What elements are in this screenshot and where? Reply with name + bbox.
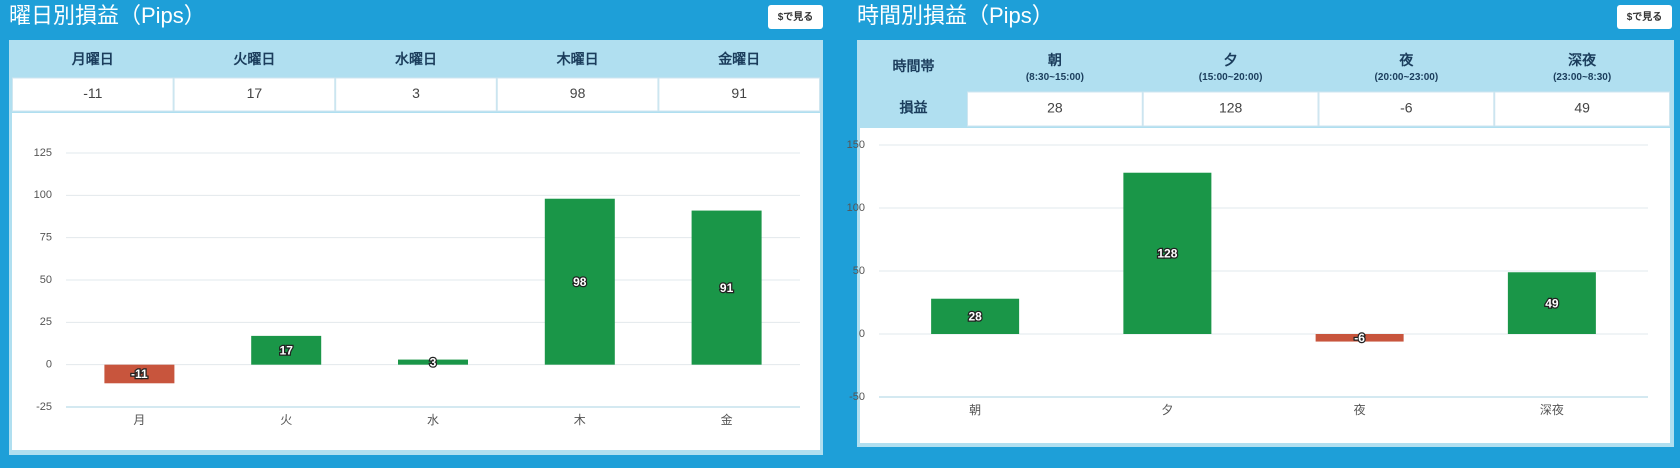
table-value: 91 bbox=[731, 85, 747, 101]
y-tick-label: 0 bbox=[46, 359, 52, 371]
y-tick-label: -25 bbox=[36, 401, 52, 413]
table-header: 水曜日 bbox=[395, 51, 437, 67]
button-bg[interactable] bbox=[1617, 5, 1672, 29]
table-header: 木曜日 bbox=[556, 51, 599, 67]
x-tick-label: 夜 bbox=[1354, 402, 1366, 417]
table-header: 朝 bbox=[1048, 52, 1062, 68]
table-header: 時間帯 bbox=[893, 58, 935, 74]
bar bbox=[251, 335, 322, 365]
data-label: 28 bbox=[968, 310, 982, 324]
y-tick-label: 125 bbox=[34, 147, 52, 159]
table-cell bbox=[496, 77, 659, 112]
data-label: -6 bbox=[1354, 331, 1365, 345]
table-cell bbox=[335, 77, 497, 112]
data-label: -11 bbox=[131, 367, 148, 381]
bar bbox=[931, 298, 1020, 334]
button-bg[interactable] bbox=[768, 5, 823, 29]
table-value: 128 bbox=[1219, 100, 1243, 116]
y-tick-label: 25 bbox=[40, 316, 52, 328]
table-header: 深夜 bbox=[1568, 52, 1597, 68]
table-header: 夕 bbox=[1224, 52, 1238, 68]
table-subheader: (8:30~15:00) bbox=[1026, 72, 1084, 83]
y-tick-label: 0 bbox=[859, 328, 865, 340]
y-tick-label: 150 bbox=[847, 139, 865, 151]
y-tick-label: 50 bbox=[853, 265, 865, 277]
x-tick-label: 深夜 bbox=[1540, 402, 1564, 417]
data-label: 49 bbox=[1545, 296, 1559, 310]
y-tick-label: 75 bbox=[40, 232, 52, 244]
data-label: 3 bbox=[430, 355, 437, 369]
panel-title: 時間別損益（Pips） bbox=[857, 3, 1054, 28]
bar bbox=[544, 198, 615, 365]
table-cell bbox=[658, 77, 821, 112]
table-subheader: (20:00~23:00) bbox=[1375, 72, 1439, 83]
table-cell bbox=[967, 91, 1143, 127]
x-tick-label: 朝 bbox=[969, 403, 981, 417]
table-header: 金曜日 bbox=[717, 51, 760, 67]
table-value: 98 bbox=[570, 85, 586, 101]
button[interactable]: $で見る bbox=[1627, 11, 1663, 23]
table-cell bbox=[1142, 91, 1319, 127]
table-value: -6 bbox=[1400, 100, 1413, 116]
table-header: 夜 bbox=[1398, 52, 1414, 68]
x-tick-label: 木 bbox=[574, 413, 586, 427]
table-subheader: (15:00~20:00) bbox=[1199, 72, 1263, 83]
x-tick-label: 水 bbox=[427, 413, 439, 427]
table-header: 火曜日 bbox=[233, 51, 275, 67]
bar bbox=[1315, 334, 1404, 342]
table-value: -11 bbox=[83, 85, 102, 101]
x-tick-label: 夕 bbox=[1161, 403, 1173, 417]
table-value: 49 bbox=[1574, 100, 1590, 116]
bar bbox=[691, 210, 762, 365]
table-header: 月曜日 bbox=[71, 51, 114, 67]
y-tick-label: 50 bbox=[40, 274, 52, 286]
bar bbox=[104, 364, 175, 384]
table-cell bbox=[173, 77, 336, 112]
bar bbox=[398, 359, 468, 365]
table-cell bbox=[1318, 91, 1495, 127]
bar bbox=[1123, 172, 1212, 334]
data-label: 17 bbox=[280, 343, 294, 357]
bar bbox=[1507, 272, 1596, 334]
data-label: 91 bbox=[720, 281, 734, 295]
table-cell bbox=[12, 77, 174, 112]
table-cell bbox=[1494, 91, 1670, 127]
table-value: 3 bbox=[412, 85, 420, 101]
table-subheader: (23:00~8:30) bbox=[1553, 72, 1611, 83]
y-tick-label: 100 bbox=[34, 189, 52, 201]
data-label: 98 bbox=[573, 275, 587, 289]
x-tick-label: 金 bbox=[721, 412, 733, 427]
button[interactable]: $で見る bbox=[778, 11, 814, 23]
panel-title: 曜日別損益（Pips） bbox=[9, 3, 206, 28]
x-tick-label: 月 bbox=[133, 413, 145, 427]
row-header: 損益 bbox=[900, 100, 928, 116]
table-value: 17 bbox=[247, 85, 263, 101]
chart-area bbox=[12, 113, 820, 450]
x-tick-label: 火 bbox=[280, 413, 292, 427]
table-value: 28 bbox=[1047, 100, 1063, 116]
y-tick-label: -50 bbox=[849, 391, 865, 403]
y-tick-label: 100 bbox=[847, 202, 865, 214]
data-label: 128 bbox=[1157, 247, 1177, 261]
